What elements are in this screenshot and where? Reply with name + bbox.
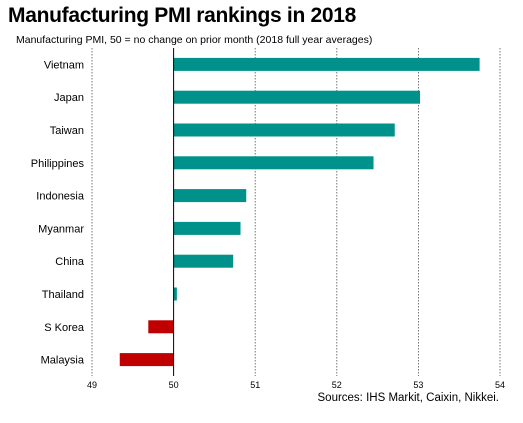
category-label: Taiwan — [50, 125, 84, 137]
source-note: Sources: IHS Markit, Caixin, Nikkei. — [317, 392, 500, 404]
bar-malaysia — [119, 353, 174, 367]
bar-vietnam — [173, 57, 480, 71]
bar-japan — [173, 90, 421, 104]
x-tick-label: 49 — [87, 380, 97, 390]
x-tick-label: 50 — [169, 380, 179, 390]
bar-s-korea — [148, 320, 174, 334]
bar-myanmar — [173, 221, 241, 235]
category-label: Malaysia — [41, 355, 85, 367]
chart-subtitle: Manufacturing PMI, 50 = no change on pri… — [16, 34, 373, 46]
category-label: S Korea — [44, 322, 85, 334]
category-label: Thailand — [42, 289, 84, 301]
bar-indonesia — [173, 189, 247, 203]
category-label: Myanmar — [38, 223, 84, 235]
bar-taiwan — [173, 123, 395, 137]
bar-china — [173, 254, 234, 268]
category-label: Japan — [54, 92, 84, 104]
category-label: Indonesia — [36, 191, 85, 203]
x-tick-label: 51 — [250, 380, 260, 390]
bar-philippines — [173, 156, 374, 170]
chart-title: Manufacturing PMI rankings in 2018 — [8, 4, 357, 27]
x-tick-label: 54 — [495, 380, 505, 390]
category-label: Vietnam — [44, 59, 84, 71]
category-label: China — [55, 256, 85, 268]
category-label: Philippines — [31, 158, 85, 170]
bar-thailand — [173, 287, 177, 301]
x-tick-label: 53 — [413, 380, 423, 390]
x-tick-label: 52 — [332, 380, 342, 390]
